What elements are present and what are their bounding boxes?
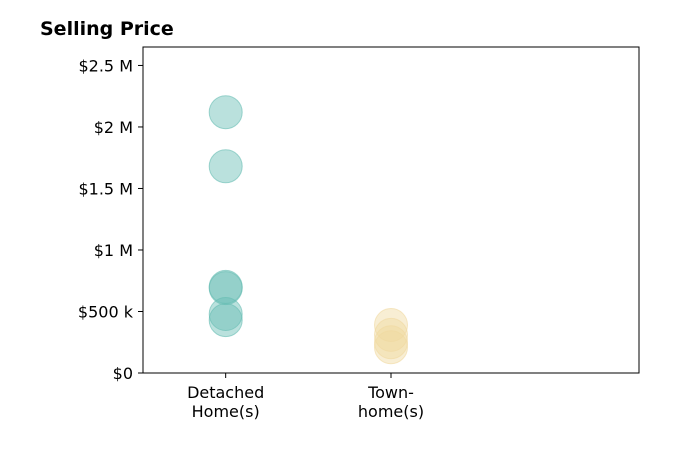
y-tick-label: $500 k	[78, 302, 134, 321]
y-tick-label: $1.5 M	[78, 179, 133, 198]
data-point	[374, 317, 408, 352]
y-tick-label: $2 M	[94, 118, 133, 137]
y-tick-label: $1 M	[94, 241, 133, 260]
y-tick-label: $2.5 M	[78, 56, 133, 75]
x-tick-label: Town-home(s)	[358, 383, 424, 421]
data-point	[208, 95, 243, 130]
chart-title: Selling Price	[40, 18, 174, 40]
data-point	[374, 325, 408, 360]
data-point	[208, 149, 243, 184]
x-axis: Detached Home(s) Town-home(s)	[187, 373, 424, 421]
scatter-points	[208, 95, 408, 365]
data-point	[208, 303, 243, 338]
data-point	[374, 330, 408, 365]
y-axis: $0 $500 k $1 M $1.5 M $2 M $2.5 M	[78, 56, 143, 383]
data-point	[208, 271, 243, 306]
y-tick-label: $0	[113, 364, 133, 383]
x-tick-label: Detached Home(s)	[187, 383, 264, 421]
